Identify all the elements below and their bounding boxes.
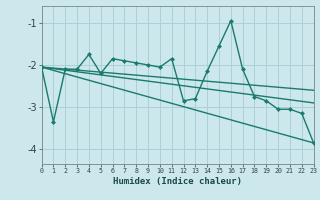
X-axis label: Humidex (Indice chaleur): Humidex (Indice chaleur) bbox=[113, 177, 242, 186]
